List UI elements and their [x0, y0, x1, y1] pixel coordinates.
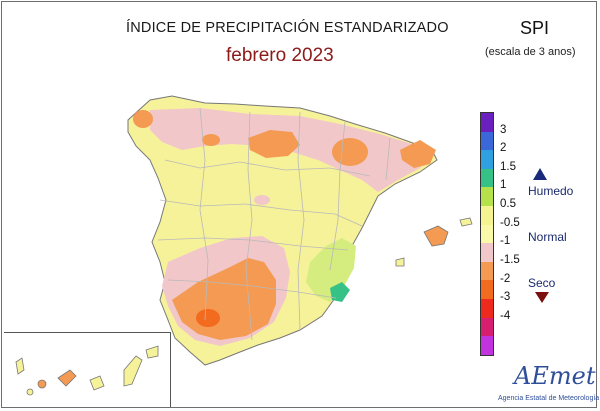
mallorca-island — [423, 225, 449, 247]
map-subtitle: febrero 2023 — [226, 45, 334, 66]
aemet-logo-subtext: Agencia Estatal de Meteorología — [498, 395, 600, 402]
legend-swatch — [481, 113, 493, 132]
map-title: ÍNDICE DE PRECIPITACIÓN ESTANDARIZADO — [126, 20, 449, 36]
legend-swatch — [481, 261, 493, 281]
navarra-severe-area — [332, 138, 368, 166]
legend-swatch — [481, 299, 493, 318]
legend-swatch — [481, 131, 493, 151]
legend-swatch — [481, 187, 493, 207]
central-dry-spot-1 — [254, 195, 270, 205]
nw-severe-spot — [133, 110, 153, 128]
huelva-extreme-spot — [196, 309, 220, 327]
canary-tenerife — [57, 369, 77, 387]
legend-tick-label: -2 — [500, 272, 511, 285]
humid-arrow-icon — [533, 168, 547, 180]
legend-swatch — [481, 336, 493, 355]
legend-tick-label: -0.5 — [500, 216, 520, 229]
legend-swatch — [481, 150, 493, 169]
canary-lanzarote — [145, 345, 159, 359]
legend-tick-label: -3 — [500, 291, 511, 304]
asturias-severe-spot — [202, 134, 220, 146]
legend-normal-label: Normal — [528, 230, 567, 244]
canary-la-palma — [15, 357, 25, 375]
legend-swatch — [481, 224, 493, 244]
legend-tick-label: -1.5 — [500, 253, 520, 266]
legend-tick-label: 1.5 — [500, 160, 516, 173]
murcia-wet-spot — [330, 282, 350, 302]
dry-arrow-icon — [535, 292, 549, 303]
ibiza-island — [395, 257, 405, 267]
legend-colorbar — [480, 112, 494, 356]
legend-dry-label: Seco — [528, 276, 556, 290]
burgos-severe-area — [248, 130, 300, 158]
canary-inset-frame — [4, 332, 171, 407]
aemet-logo-text: AEmet — [514, 362, 596, 390]
canary-fuerteventura — [123, 355, 143, 387]
legend-humid-label: Humedo — [528, 184, 574, 198]
menorca-island — [459, 217, 473, 227]
legend-swatch — [481, 280, 493, 300]
aemet-logo: AEmet Agencia Estatal de Meteorología — [498, 362, 599, 406]
province-borders — [157, 107, 391, 341]
legend-swatch — [481, 317, 493, 337]
canary-islands — [15, 345, 159, 396]
legend-tick-label: 2 — [500, 142, 507, 155]
legend-swatch — [481, 206, 493, 225]
canary-gomera — [37, 379, 47, 389]
index-scale: (escala de 3 anos) — [485, 46, 576, 58]
canary-hierro — [26, 388, 34, 396]
legend-swatch — [481, 243, 493, 262]
legend-tick-label: -4 — [500, 309, 511, 322]
catalonia-severe-area — [400, 140, 436, 168]
legend-tick-label: 0.5 — [500, 198, 516, 211]
legend-swatch — [481, 168, 493, 188]
index-name: SPI — [520, 18, 550, 38]
legend-tick-label: 1 — [500, 179, 507, 192]
canary-gran-canaria — [89, 375, 105, 391]
legend-tick-label: -1 — [500, 235, 511, 248]
legend-tick-label: 3 — [500, 123, 507, 136]
